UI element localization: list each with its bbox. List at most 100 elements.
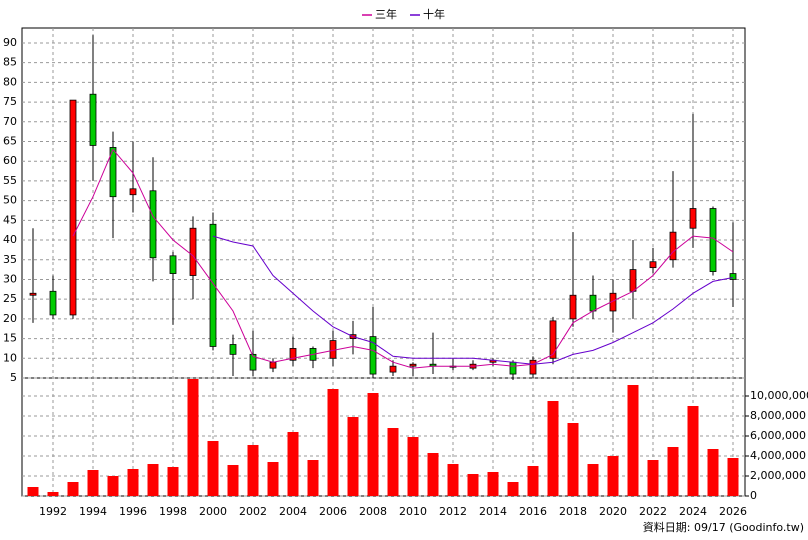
volume-bar <box>607 456 619 496</box>
candle-body <box>69 99 77 316</box>
legend-label: 三年 <box>375 7 397 21</box>
volume-bar <box>547 401 559 496</box>
volume-bar <box>247 445 259 496</box>
candle-body <box>29 292 37 296</box>
candle-body <box>669 231 677 261</box>
ma-line <box>72 148 734 369</box>
x-tick-label: 2012 <box>439 505 467 518</box>
volume-bar <box>327 389 339 496</box>
y2-tick-label: 0 <box>750 489 757 502</box>
x-tick-label: 2014 <box>479 505 507 518</box>
candle-body <box>49 290 57 316</box>
candle-body <box>249 353 257 371</box>
y2-tick-label: 8,000,000 <box>750 409 806 422</box>
volume-bar <box>267 462 279 496</box>
candle-body <box>109 147 117 198</box>
volume-bar <box>167 467 179 496</box>
y-tick-label: 40 <box>3 233 17 246</box>
candle-body <box>529 359 537 375</box>
y-tick-label: 85 <box>3 56 17 69</box>
volume-bar <box>587 464 599 496</box>
volume-bar <box>287 432 299 496</box>
y-tick-label: 35 <box>3 253 17 266</box>
y-tick-label: 80 <box>3 75 17 88</box>
y2-tick-label: 10,000,000 <box>750 389 808 402</box>
x-tick-label: 2000 <box>199 505 227 518</box>
y-tick-label: 15 <box>3 332 17 345</box>
candle-body <box>209 223 217 347</box>
x-tick-label: 1996 <box>119 505 147 518</box>
volume-bar <box>207 441 219 496</box>
volume-bar <box>647 460 659 496</box>
y-tick-label: 20 <box>3 312 17 325</box>
y-tick-label: 30 <box>3 272 17 285</box>
x-tick-label: 2006 <box>319 505 347 518</box>
candle-body <box>269 361 277 369</box>
ma-line <box>212 235 734 365</box>
volume-bar <box>507 482 519 496</box>
candle-body <box>289 348 297 361</box>
x-tick-label: 2026 <box>719 505 747 518</box>
candle-body <box>509 361 517 375</box>
x-tick-label: 2020 <box>599 505 627 518</box>
volume-bar <box>687 406 699 496</box>
volume-bar <box>467 474 479 496</box>
x-tick-label: 2024 <box>679 505 707 518</box>
volume-bar <box>367 393 379 496</box>
volume-bar <box>147 464 159 496</box>
volume-bar <box>667 447 679 496</box>
y-tick-label: 65 <box>3 135 17 148</box>
volume-bar <box>47 492 59 496</box>
y-tick-label: 45 <box>3 213 17 226</box>
volume-bar <box>447 464 459 496</box>
x-tick-label: 2018 <box>559 505 587 518</box>
x-tick-label: 1998 <box>159 505 187 518</box>
x-tick-label: 1994 <box>79 505 107 518</box>
volume-bar <box>407 437 419 496</box>
volume-bar <box>427 453 439 496</box>
volume-bar <box>727 458 739 496</box>
x-tick-label: 2010 <box>399 505 427 518</box>
y2-tick-label: 6,000,000 <box>750 429 806 442</box>
x-tick-label: 2002 <box>239 505 267 518</box>
candle-body <box>569 294 577 320</box>
x-tick-label: 2022 <box>639 505 667 518</box>
x-tick-label: 2016 <box>519 505 547 518</box>
y-tick-label: 90 <box>3 36 17 49</box>
candle-body <box>729 273 737 280</box>
x-tick-label: 1992 <box>39 505 67 518</box>
candle-body <box>129 188 137 196</box>
volume-bar <box>127 469 139 496</box>
y2-tick-label: 2,000,000 <box>750 469 806 482</box>
y-tick-label: 75 <box>3 95 17 108</box>
volume-bar <box>527 466 539 496</box>
volume-bar <box>707 449 719 496</box>
y-tick-label: 55 <box>3 174 17 187</box>
volume-bar <box>107 476 119 496</box>
volume-bar <box>87 470 99 496</box>
x-tick-label: 2004 <box>279 505 307 518</box>
volume-bar <box>567 423 579 496</box>
volume-bar <box>627 385 639 496</box>
candle-body <box>649 261 657 269</box>
y-tick-label: 50 <box>3 194 17 207</box>
candle-body <box>689 208 697 229</box>
volume-bar <box>27 487 39 496</box>
volume-bar <box>187 379 199 496</box>
y2-tick-label: 4,000,000 <box>750 449 806 462</box>
y-tick-label: 5 <box>10 371 17 384</box>
candle-body <box>369 336 377 375</box>
footnote: 資料日期: 09/17 (Goodinfo.tw) <box>643 520 804 534</box>
volume-bar <box>227 465 239 496</box>
volume-bar <box>67 482 79 496</box>
candle-body <box>629 269 637 292</box>
y-tick-label: 25 <box>3 292 17 305</box>
volume-bar <box>347 417 359 496</box>
x-tick-label: 2008 <box>359 505 387 518</box>
candle-body <box>149 190 157 259</box>
candle-body <box>389 365 397 373</box>
volume-bar <box>307 460 319 496</box>
candle-body <box>189 227 197 276</box>
y-tick-label: 60 <box>3 154 17 167</box>
